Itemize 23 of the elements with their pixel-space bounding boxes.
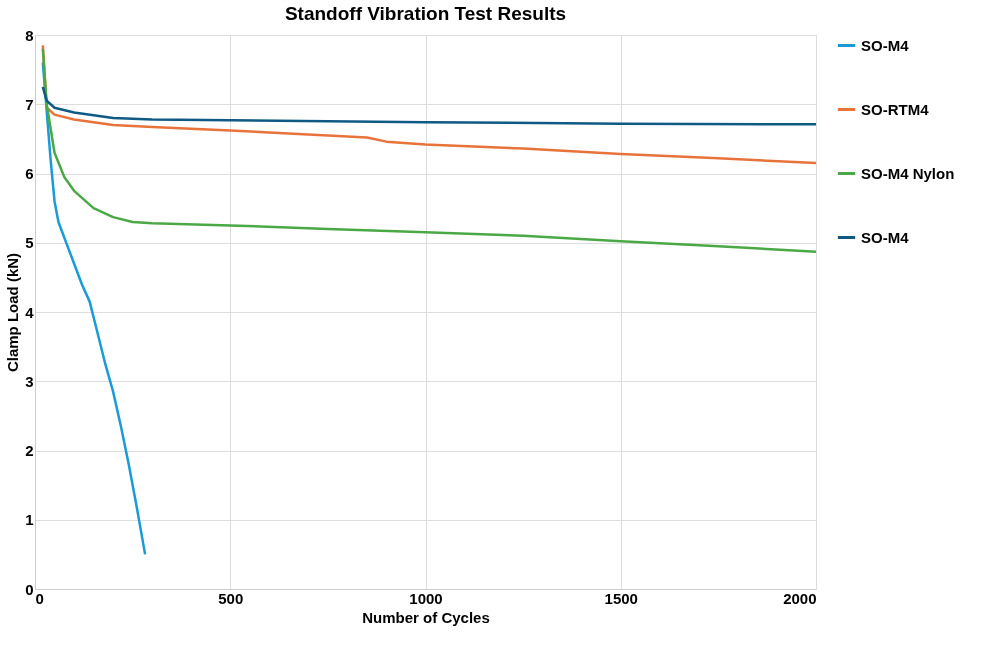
legend-label: SO-M4 xyxy=(861,36,910,54)
line-series xyxy=(41,44,818,165)
y-tick-label: 3 xyxy=(25,372,34,390)
y-axis-title: Clamp Load (kN) xyxy=(4,252,22,373)
y-tick-label: 5 xyxy=(25,234,34,252)
x-axis-title: Number of Cycles xyxy=(362,608,490,626)
line-series xyxy=(41,47,818,253)
x-tick-label: 1500 xyxy=(604,589,638,607)
line-series xyxy=(41,85,818,126)
x-tick-label: 1000 xyxy=(409,589,443,607)
legend-label: SO-M4 Nylon xyxy=(861,164,955,182)
legend-label: SO-RTM4 xyxy=(861,100,930,118)
y-tick-label: 1 xyxy=(25,511,34,529)
x-tick-label: 500 xyxy=(218,589,244,607)
legend-label: SO-M4 xyxy=(861,228,910,246)
y-tick-label: 6 xyxy=(25,165,34,182)
y-tick-label: 8 xyxy=(25,26,34,44)
y-tick-label: 2 xyxy=(25,442,34,459)
y-tick-label: 7 xyxy=(25,95,34,113)
y-tick-label: 4 xyxy=(25,303,35,321)
chart-title: Standoff Vibration Test Results xyxy=(284,3,567,24)
line-series xyxy=(41,61,147,556)
x-tick-label: 2000 xyxy=(783,589,817,607)
